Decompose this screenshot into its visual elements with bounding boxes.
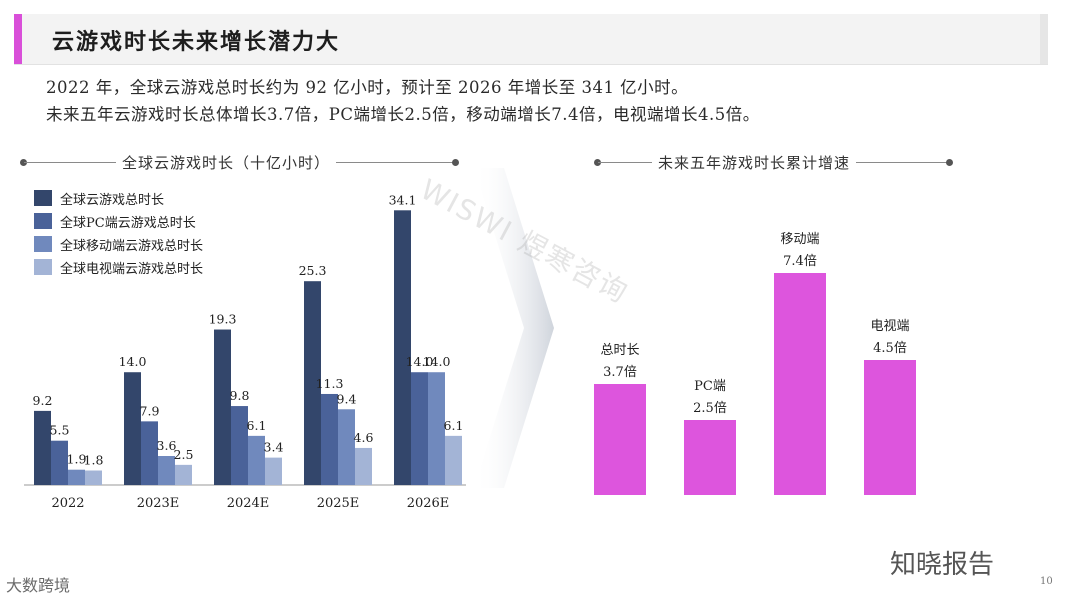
summary-line-2: 未来五年云游戏时长总体增长3.7倍，PC端增长2.5倍，移动端增长7.4倍，电视… — [46, 105, 760, 124]
x-tick-label: 2026E — [407, 496, 450, 511]
legend-swatch — [34, 190, 52, 206]
data-label: 5.5 — [50, 423, 70, 438]
footer-left-brand: 大数跨境 — [6, 576, 71, 595]
bar — [445, 435, 462, 485]
category-label: 电视端 — [870, 319, 909, 334]
bar — [428, 372, 445, 485]
bar — [68, 469, 85, 485]
category-label: PC端 — [694, 379, 726, 394]
data-label: 14.0 — [406, 354, 434, 369]
bar — [594, 384, 646, 495]
left-header-dot-right — [452, 159, 459, 166]
data-label: 14.0 — [423, 354, 451, 369]
divider-arrow-shape — [474, 168, 554, 488]
x-tick-label: 2023E — [137, 496, 180, 511]
bar — [85, 470, 102, 485]
data-label: 34.1 — [389, 192, 417, 207]
page-number: 10 — [1040, 576, 1053, 587]
slide-title: 云游戏时长未来增长潜力大 — [52, 30, 341, 55]
x-tick-label: 2022 — [51, 496, 84, 511]
summary-line-1: 2022 年，全球云游戏总时长约为 92 亿小时，预计至 2026 年增长至 3… — [46, 78, 689, 97]
legend-swatch — [34, 259, 52, 275]
data-label: 6.1 — [444, 418, 464, 433]
bar — [231, 406, 248, 485]
legend-label: 全球PC端云游戏总时长 — [60, 216, 196, 231]
data-label: 3.4 — [264, 440, 284, 455]
data-label: 19.3 — [209, 312, 237, 327]
legend-swatch — [34, 213, 52, 229]
bar — [175, 464, 192, 485]
data-label: 14.0 — [119, 354, 147, 369]
bar — [321, 393, 338, 485]
right-header-dot-right — [946, 159, 953, 166]
x-tick-label: 2025E — [317, 496, 360, 511]
data-label: 7.9 — [140, 403, 160, 418]
bar — [338, 409, 355, 485]
title-accent-bar — [14, 14, 22, 64]
bar — [141, 421, 158, 485]
bar — [214, 329, 231, 485]
x-tick-label: 2024E — [227, 496, 270, 511]
data-label: 1.9 — [67, 452, 87, 467]
data-label: 25.3 — [299, 263, 327, 278]
right-header-dot-left — [594, 159, 601, 166]
left-bar-chart: 9.2 5.5 1.91.8 2022 14.0 7.9 3.62.5 2023E 19.3 9.… — [24, 192, 466, 511]
legend-label: 全球云游戏总时长 — [60, 193, 165, 208]
bar — [51, 440, 68, 485]
legend-swatch — [34, 236, 52, 252]
data-label: 4.6 — [354, 430, 374, 445]
data-label: 6.1 — [247, 418, 267, 433]
category-label: 移动端 — [780, 232, 819, 247]
left-chart-title: 全球云游戏时长（十亿小时） — [116, 152, 337, 173]
bar — [265, 457, 282, 485]
summary-text: 2022 年，全球云游戏总时长约为 92 亿小时，预计至 2026 年增长至 3… — [46, 74, 760, 128]
bar — [304, 281, 321, 485]
bar — [774, 273, 826, 495]
bar — [248, 435, 265, 485]
data-label: 1.8 — [84, 453, 104, 468]
bar — [124, 372, 141, 485]
title-bar — [14, 14, 1048, 65]
data-label: 4.5倍 — [873, 341, 907, 356]
data-label: 11.3 — [316, 376, 344, 391]
data-label: 9.8 — [230, 388, 250, 403]
data-label: 9.2 — [33, 393, 53, 408]
data-label: 2.5倍 — [693, 401, 727, 416]
bar — [355, 447, 372, 485]
bar — [411, 372, 428, 485]
data-label: 9.4 — [337, 391, 357, 406]
bar — [864, 360, 916, 495]
category-label: 总时长 — [600, 343, 639, 358]
left-header-dot-left — [20, 159, 27, 166]
data-label: 7.4倍 — [783, 254, 817, 269]
data-label: 3.6 — [157, 438, 177, 453]
footer-right-brand: 知晓报告 — [890, 550, 995, 580]
legend-label: 全球电视端云游戏总时长 — [60, 262, 204, 277]
data-label: 2.5 — [174, 447, 194, 462]
bar — [158, 456, 175, 485]
bar — [684, 420, 736, 495]
data-label: 3.7倍 — [603, 365, 637, 380]
title-right-tab — [1040, 14, 1048, 64]
right-chart-title: 未来五年游戏时长累计增速 — [652, 152, 857, 173]
right-bar-chart: 3.7倍 总时长 2.5倍 PC端 7.4倍 移动端 4.5倍 电视端 — [594, 232, 916, 495]
bar — [394, 210, 411, 486]
bar — [34, 410, 51, 485]
legend-label: 全球移动端云游戏总时长 — [60, 239, 204, 254]
